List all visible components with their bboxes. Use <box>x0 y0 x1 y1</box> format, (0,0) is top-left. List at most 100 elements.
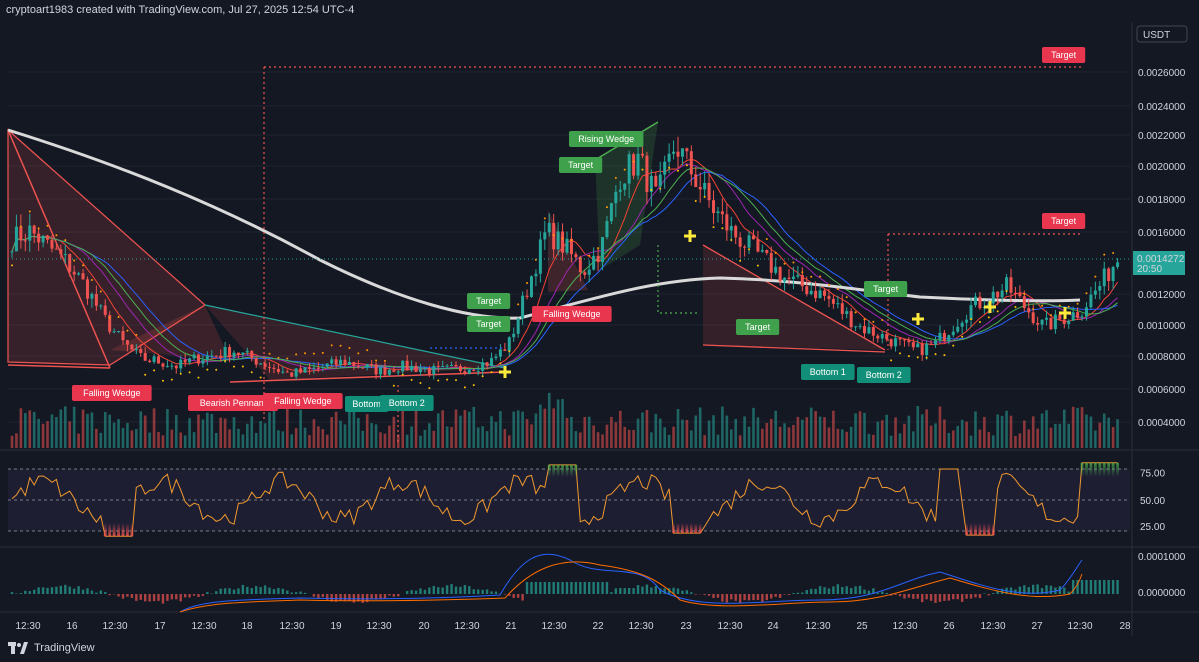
sar-dot <box>765 237 768 240</box>
macd-histogram-bar <box>1107 580 1110 594</box>
pattern-label[interactable]: Target <box>1042 213 1086 229</box>
volume-bar <box>10 435 14 448</box>
volume-bar <box>845 431 849 448</box>
pattern-label[interactable]: Bearish Pennant <box>188 395 278 411</box>
macd-histogram-bar <box>379 594 382 600</box>
candle-body <box>148 360 152 362</box>
pattern-label-text: Bottom 1 <box>810 367 846 377</box>
pattern-label[interactable]: Target <box>1042 47 1086 63</box>
candle-body <box>157 356 161 364</box>
pattern-label[interactable]: Target <box>467 293 511 309</box>
sar-dot <box>792 261 795 264</box>
falling-wedge-3-bottom <box>702 344 886 353</box>
volume-bar <box>903 423 906 448</box>
time-axis[interactable]: 12:30 16 12:30 17 12:30 18 12:30 19 12:30 20 12:30… <box>15 621 1131 632</box>
candle-body <box>609 203 613 222</box>
sar-dot <box>694 199 697 202</box>
pattern-label[interactable]: Bottom <box>345 396 389 412</box>
volume-bar <box>1054 423 1057 448</box>
candle-body <box>663 161 667 175</box>
falling-wedge-1-base <box>7 364 111 369</box>
price-axis[interactable]: USDT 0.0026000 0.0024000 0.0022000 0.0020000… <box>1133 25 1188 599</box>
macd-histogram-bar <box>934 594 937 603</box>
volume-bar <box>254 432 258 448</box>
pattern-label[interactable]: Falling Wedge <box>72 385 152 401</box>
rsi-oversold-fill <box>112 523 116 537</box>
pattern-label[interactable]: Target <box>736 319 780 335</box>
tradingview-logo[interactable]: TradingView <box>8 642 95 654</box>
currency-badge[interactable]: USDT <box>1136 25 1188 43</box>
volume-bar <box>1027 429 1031 448</box>
rsi-line <box>11 462 1118 537</box>
macd-histogram-bar <box>232 589 236 594</box>
macd-histogram-bar <box>312 594 316 597</box>
macd-histogram-bar <box>55 586 58 594</box>
pattern-label[interactable]: Target <box>559 157 603 173</box>
rsi-overbought-fill <box>565 464 569 477</box>
volume-bar <box>365 414 369 448</box>
candle-body <box>569 238 573 255</box>
candle-body <box>272 367 276 369</box>
macd-histogram-bar <box>99 590 102 594</box>
volume-bar <box>494 421 498 448</box>
pattern-label[interactable]: Target <box>467 316 511 332</box>
rsi-pane <box>8 462 1130 537</box>
pattern-label[interactable]: Falling Wedge <box>532 306 612 322</box>
volume-bar <box>1102 413 1106 448</box>
sar-dot <box>161 379 164 382</box>
candle-body <box>845 311 849 314</box>
candle-body <box>414 365 418 372</box>
macd-histogram-bar <box>867 590 871 594</box>
volume-bar <box>769 418 773 448</box>
volume-bar <box>645 409 649 448</box>
macd-histogram-bar <box>508 594 511 596</box>
macd-histogram-bar <box>1067 591 1070 594</box>
sar-dot <box>543 217 546 220</box>
candle-body <box>361 367 365 369</box>
candle-body <box>214 355 218 357</box>
volume-bar <box>126 422 129 448</box>
candle-body <box>694 174 698 187</box>
volume-bar <box>77 433 80 448</box>
pattern-label[interactable]: Bottom 1 <box>801 364 855 380</box>
pattern-label[interactable]: Bottom 2 <box>857 367 911 383</box>
author-credit: cryptoart1983 created with TradingView.c… <box>6 4 355 16</box>
candle-body <box>347 361 351 365</box>
macd-histogram-bar <box>130 594 134 598</box>
volume-bar <box>885 414 888 448</box>
candle-body <box>219 355 223 358</box>
pattern-label-text: Rising Wedge <box>578 134 634 144</box>
candle-body <box>965 319 969 323</box>
macd-histogram-bar <box>565 582 569 594</box>
macd-histogram-bar <box>179 594 182 602</box>
pattern-label[interactable]: Target <box>864 281 908 297</box>
macd-histogram-bar <box>969 594 973 599</box>
macd-histogram-bar <box>370 594 373 600</box>
pattern-label[interactable]: Falling Wedge <box>263 393 343 409</box>
volume-bar <box>423 429 427 448</box>
macd-histogram-bar <box>326 594 329 600</box>
volume-bar <box>192 432 196 448</box>
volume-bar <box>1062 409 1066 448</box>
candle-body <box>743 246 747 248</box>
rsi-tick-label: 75.00 <box>1140 469 1165 480</box>
macd-histogram-bar <box>583 582 586 594</box>
volume-bar <box>925 409 928 448</box>
macd-histogram-bar <box>539 582 542 594</box>
candle-body <box>760 250 764 252</box>
sar-dot <box>863 318 866 321</box>
candle-body <box>747 235 751 248</box>
rsi-oversold-fill <box>685 523 689 534</box>
candle-body <box>463 371 467 374</box>
volume-bar <box>1005 410 1008 448</box>
sar-dot <box>99 290 102 293</box>
rsi-oversold-fill <box>969 523 973 536</box>
pattern-label[interactable]: Rising Wedge <box>569 131 644 147</box>
sar-dot <box>259 376 262 379</box>
rising-wedge-area <box>595 122 658 270</box>
time-tick-label: 28 <box>1119 621 1131 632</box>
pattern-label[interactable]: Bottom 2 <box>380 395 434 411</box>
volume-bar <box>916 406 920 448</box>
